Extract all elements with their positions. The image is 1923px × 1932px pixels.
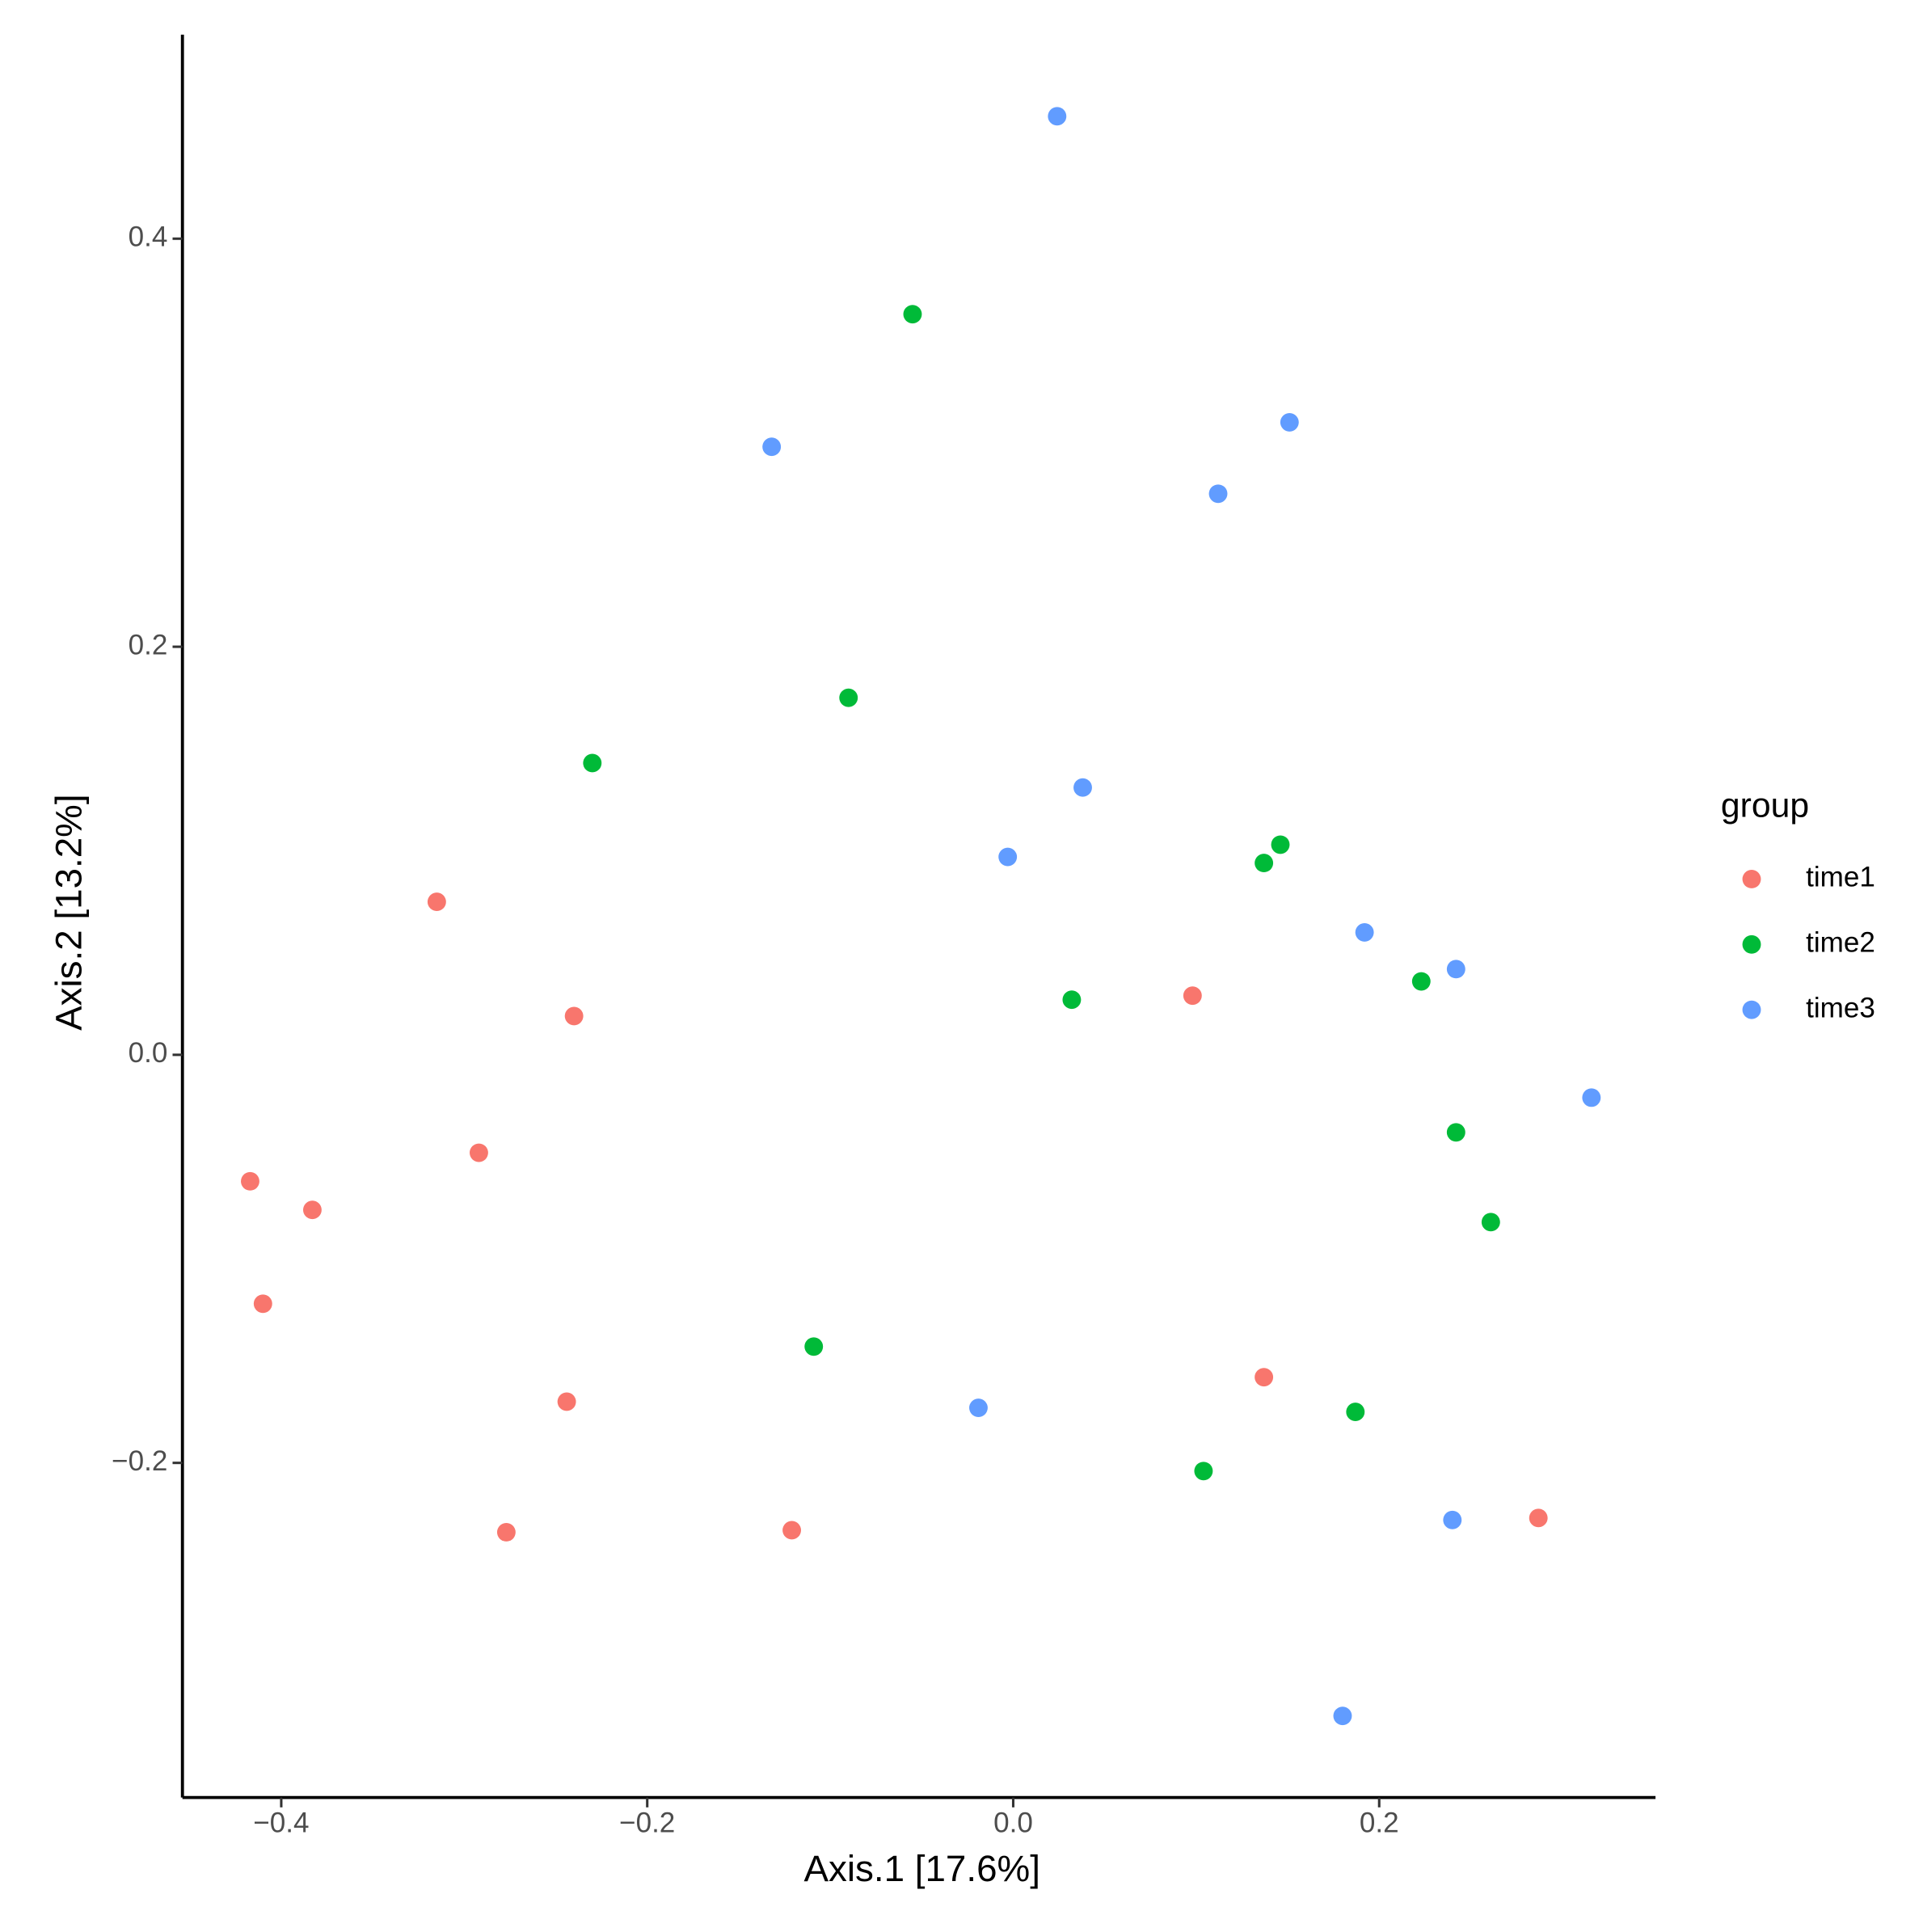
x-tick-label: 0.2 [1360,1807,1399,1838]
point [1194,1462,1213,1481]
point [1411,972,1431,991]
legend-text: time1 [1806,862,1875,893]
point [241,1171,259,1191]
y-tick-label: 0.4 [129,221,168,253]
point [564,1006,584,1026]
legend-text: time2 [1806,927,1875,959]
point [1346,1403,1365,1422]
legend-marker [1742,1000,1761,1019]
point [427,892,446,912]
point [1255,1368,1274,1387]
point [1582,1088,1601,1107]
point [253,1294,272,1314]
point [557,1392,576,1411]
point [1446,1123,1465,1142]
point [839,688,858,707]
legend-marker [1742,870,1761,888]
point [1271,835,1290,854]
point [470,1143,488,1162]
point [1481,1213,1500,1232]
point [969,1398,988,1417]
point [782,1521,801,1540]
y-axis-title: Axis.2 [13.2%] [48,794,90,1030]
point [998,847,1018,867]
point [1333,1706,1352,1726]
point [302,1200,322,1220]
point [1208,484,1228,504]
point [1355,922,1374,942]
point [496,1523,516,1542]
x-axis-title: Axis.1 [17.6%] [803,1848,1040,1889]
point [1446,960,1465,979]
point [1048,107,1067,126]
point [1062,990,1082,1010]
y-tick-label: 0.2 [129,629,168,660]
x-tick-label: 0.0 [993,1807,1033,1838]
point [1255,854,1274,873]
x-tick-label: −0.2 [619,1807,675,1838]
point [762,437,782,457]
point [804,1337,824,1356]
point [1073,778,1092,797]
legend-title: group [1721,786,1809,825]
legend-text: time3 [1806,992,1875,1023]
point [1280,412,1299,432]
y-tick-label: 0.0 [129,1037,168,1069]
legend-marker [1742,934,1761,954]
point [903,305,922,324]
point [1183,986,1202,1006]
point [1529,1508,1548,1528]
y-tick-label: −0.2 [112,1445,167,1477]
point [1443,1510,1462,1529]
x-tick-label: −0.4 [253,1807,309,1838]
point [583,753,602,773]
